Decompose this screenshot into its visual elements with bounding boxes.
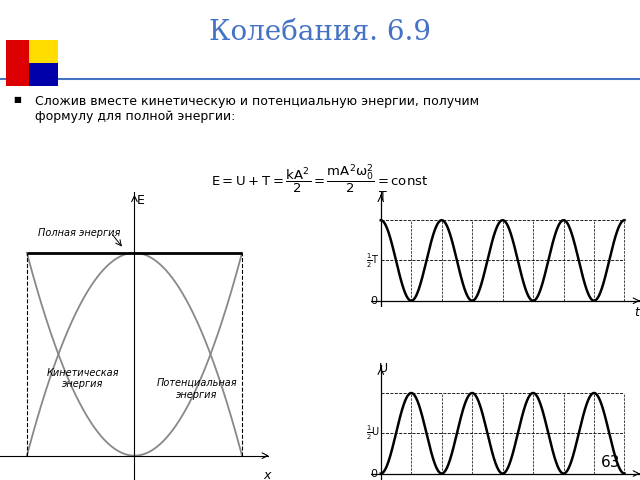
Text: T: T xyxy=(380,190,387,203)
Text: $t$: $t$ xyxy=(634,479,640,480)
Text: Кинетическая
энергия: Кинетическая энергия xyxy=(47,368,119,389)
Text: Потенциальная
энергия: Потенциальная энергия xyxy=(157,378,237,399)
Text: 0: 0 xyxy=(370,296,377,306)
Text: $\frac{1}{2}$T: $\frac{1}{2}$T xyxy=(366,252,380,270)
Text: Колебания. 6.9: Колебания. 6.9 xyxy=(209,19,431,47)
Text: 0: 0 xyxy=(370,468,377,479)
Text: ■: ■ xyxy=(13,95,20,104)
Text: x: x xyxy=(263,469,271,480)
Text: 63: 63 xyxy=(602,456,621,470)
Text: Полная энергия: Полная энергия xyxy=(38,228,120,238)
Text: E: E xyxy=(137,193,145,206)
Text: Сложив вместе кинетическую и потенциальную энергии, получим
формулу для полной э: Сложив вместе кинетическую и потенциальн… xyxy=(35,95,479,123)
Text: U: U xyxy=(378,362,388,375)
Text: $t$: $t$ xyxy=(634,306,640,319)
Text: $\frac{1}{2}$U: $\frac{1}{2}$U xyxy=(365,424,380,443)
Text: $\mathrm{E = U + T = \dfrac{kA^2}{2} = \dfrac{mA^2\omega_0^2}{2} = const}$: $\mathrm{E = U + T = \dfrac{kA^2}{2} = \… xyxy=(211,163,429,196)
